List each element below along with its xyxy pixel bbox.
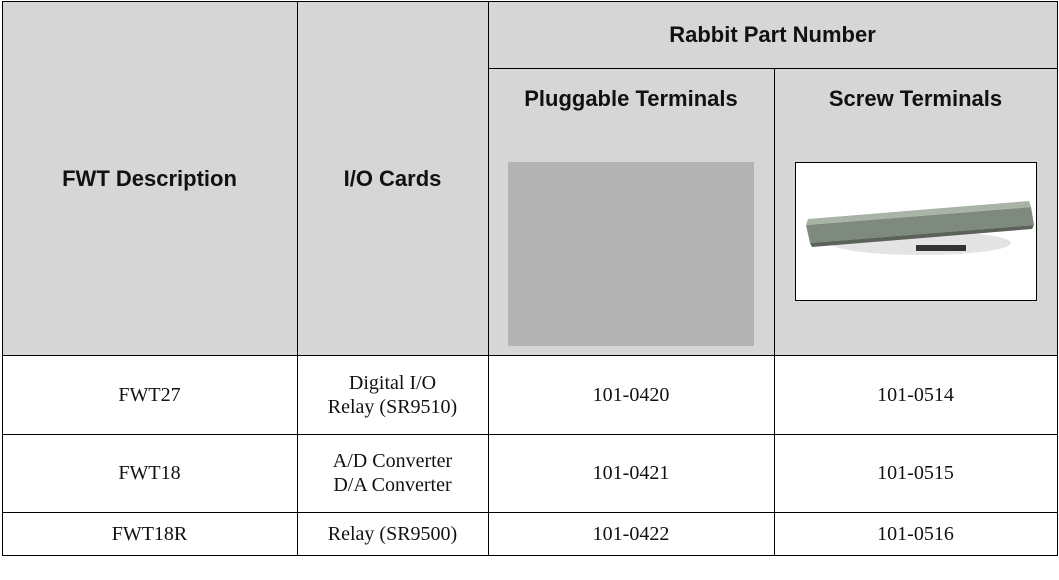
table-cell: Digital I/O Relay (SR9510) [297, 355, 488, 434]
photo-placeholder [508, 162, 754, 346]
header-cell: Screw Terminals [774, 68, 1057, 355]
cell-text: 101-0515 [877, 462, 954, 484]
table-cell: 101-0514 [774, 355, 1057, 434]
header-cell: Pluggable Terminals [488, 68, 774, 355]
header-cell: FWT Description [2, 2, 297, 355]
table-cell: A/D Converter D/A Converter [297, 434, 488, 512]
cell-text: Relay (SR9510) [327, 395, 458, 418]
table-cell: 101-0421 [488, 434, 774, 512]
cell-text: Relay (SR9500) [327, 522, 458, 545]
cell-text: FWT27 [118, 383, 181, 406]
table-cell: 101-0516 [774, 512, 1057, 555]
header-text: Screw Terminals [828, 86, 1003, 111]
table-cell: FWT18R [2, 512, 297, 555]
header-text: I/O Cards [343, 165, 442, 191]
table-cell: FWT27 [2, 355, 297, 434]
cell-text: 101-0421 [592, 462, 670, 484]
cell-text: FWT18R [111, 522, 188, 545]
cell-text: Digital I/O [348, 371, 437, 394]
header-text: FWT Description [62, 165, 237, 191]
cell-text: D/A Converter [333, 474, 452, 496]
table-cell: 101-0420 [488, 355, 774, 434]
cell-text: A/D Converter [332, 450, 453, 472]
table-cell: FWT18 [2, 434, 297, 512]
header-text: Rabbit Part Number [669, 22, 876, 47]
header-group: Rabbit Part Number [488, 2, 1057, 68]
cell-text: 101-0516 [877, 522, 954, 545]
table-cell: 101-0422 [488, 512, 774, 555]
table-cell: 101-0515 [774, 434, 1057, 512]
header-text: Pluggable Terminals [524, 86, 738, 111]
header-cell: I/O Cards [297, 2, 488, 355]
table-cell: Relay (SR9500) [297, 512, 488, 555]
cell-text: 101-0420 [592, 383, 670, 406]
cell-text: 101-0514 [877, 383, 954, 406]
cell-text: 101-0422 [592, 522, 670, 545]
terminal-photo [794, 162, 1037, 301]
cell-text: FWT18 [118, 462, 181, 484]
